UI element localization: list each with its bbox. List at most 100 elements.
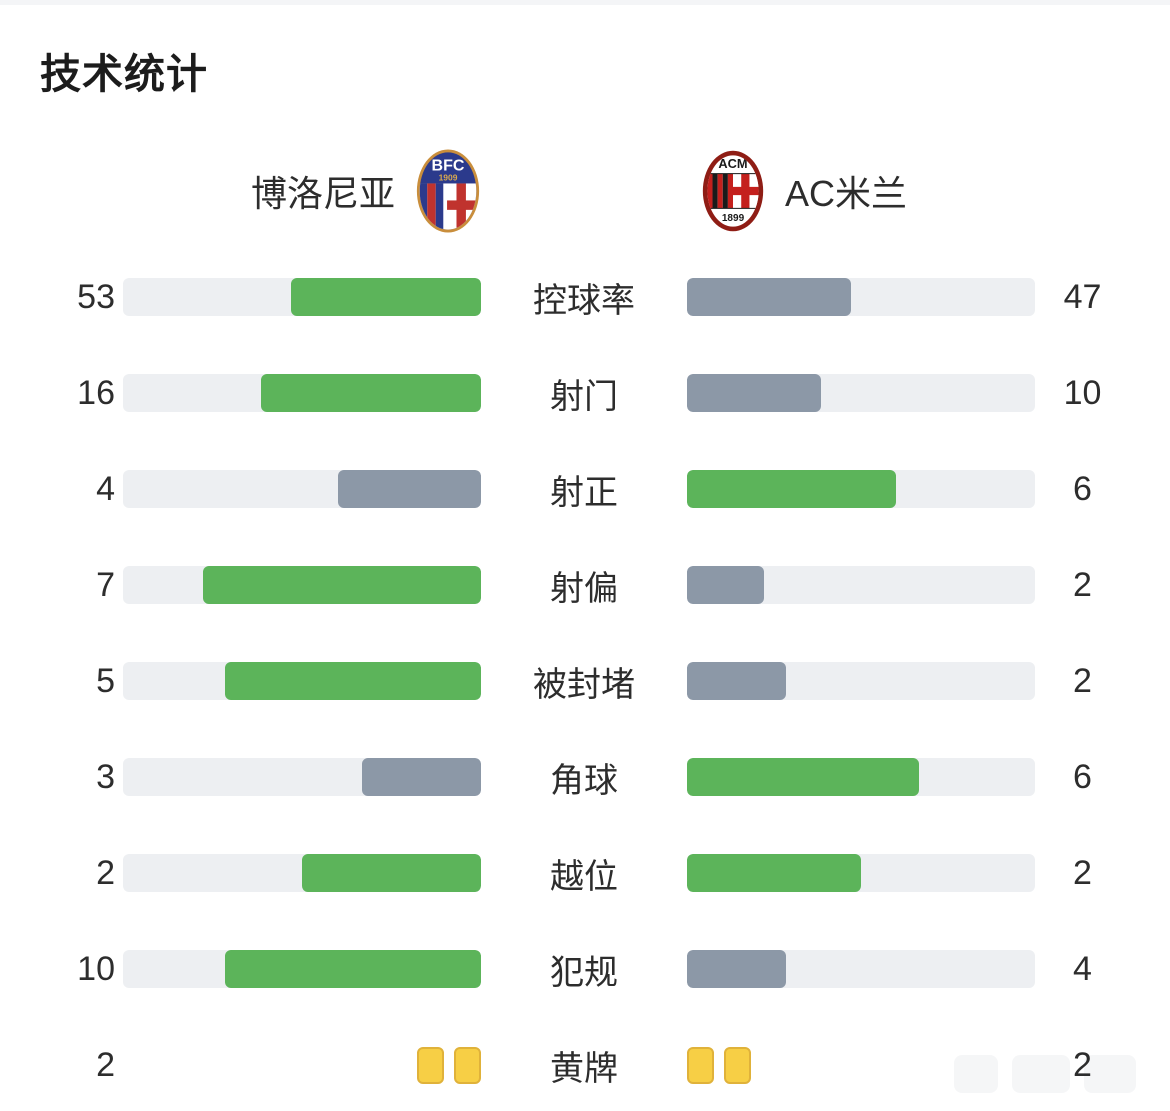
away-team-header: ACM 1899 AC米兰 [687, 148, 1035, 234]
home-stat-bar-track [123, 854, 481, 892]
home-stat-bar-track [123, 566, 481, 604]
away-stat-bar-track [687, 566, 1035, 604]
yellow-card-icon [417, 1046, 444, 1084]
away-stat-value: 4 [1073, 949, 1092, 988]
away-stat-bar-track [687, 950, 1035, 988]
away-stat-bar-fill [687, 278, 851, 316]
away-stat-bar-fill [687, 374, 821, 412]
home-stat-bar-track [123, 758, 481, 796]
away-stat-bar-fill [687, 758, 919, 796]
away-stat-bar-track [687, 662, 1035, 700]
stat-row: 4 射正 6 [40, 441, 1130, 537]
stat-label: 犯规 [550, 953, 618, 992]
stat-label: 被封堵 [533, 665, 635, 704]
home-stat-bar-fill [260, 374, 481, 412]
home-stat-bar-fill [337, 470, 481, 508]
home-stat-bar-cell [123, 566, 481, 604]
home-stat-bar-cell [123, 278, 481, 316]
stat-label: 越位 [550, 857, 618, 896]
away-team-name: AC米兰 [785, 173, 908, 214]
away-stat-bar-track [687, 278, 1035, 316]
stat-row: 53 控球率 47 [40, 249, 1130, 345]
away-stat-bar-fill [687, 854, 861, 892]
watermark-blob [954, 1055, 998, 1093]
home-stat-value: 53 [77, 277, 115, 316]
away-stat-value: 6 [1073, 469, 1092, 508]
home-stat-bar-track [123, 374, 481, 412]
away-stat-bar-cell [687, 1046, 1035, 1084]
stat-label: 射偏 [550, 569, 618, 608]
stat-row: 16 射门 10 [40, 345, 1130, 441]
svg-text:ACM: ACM [718, 156, 747, 171]
home-stat-bar-fill [202, 566, 481, 604]
home-stat-bar-cell [123, 758, 481, 796]
home-stat-bar-track [123, 470, 481, 508]
away-stat-bar-cell [687, 278, 1035, 316]
home-stat-value: 3 [96, 757, 115, 796]
stat-rows: 53 控球率 47 16 射门 10 4 射正 6 7 射偏 2 5 被封堵 2 3 角球 6 2 越位 2 10 犯规 4 2… [0, 249, 1170, 1111]
home-stat-bar-cell [123, 950, 481, 988]
svg-text:BFC: BFC [432, 156, 465, 174]
away-stat-bar-track [687, 470, 1035, 508]
watermark-blob [1084, 1055, 1136, 1093]
home-team-name: 博洛尼亚 [250, 173, 395, 214]
away-stat-bar-track [687, 854, 1035, 892]
ac-milan-crest-icon: ACM 1899 [702, 150, 764, 232]
home-stat-bar-fill [225, 950, 481, 988]
page-title: 技术统计 [40, 51, 208, 97]
home-stat-bar-cell [123, 374, 481, 412]
away-stat-bar-cell [687, 854, 1035, 892]
away-stat-bar-cell [687, 662, 1035, 700]
stat-row: 7 射偏 2 [40, 537, 1130, 633]
team-header-row: 博洛尼亚 BFC 1909 [40, 145, 1130, 237]
home-stat-value: 10 [77, 949, 115, 988]
home-stat-value: 4 [96, 469, 115, 508]
home-stat-bar-cell [123, 1046, 481, 1084]
home-stat-bar-track [123, 278, 481, 316]
away-stat-bar-fill [687, 566, 765, 604]
away-stat-bar-cell [687, 566, 1035, 604]
home-stat-value: 7 [96, 565, 115, 604]
away-stat-bar-cell [687, 470, 1035, 508]
away-stat-value: 10 [1063, 373, 1102, 412]
away-stat-bar-fill [687, 950, 787, 988]
away-stat-value: 2 [1073, 661, 1092, 700]
away-stat-value: 47 [1063, 277, 1102, 316]
stat-label: 黄牌 [550, 1049, 618, 1088]
home-stat-bar-fill [302, 854, 481, 892]
away-stat-bar-cell [687, 374, 1035, 412]
home-stat-value: 5 [96, 661, 115, 700]
home-stat-bar-fill [225, 662, 481, 700]
away-stat-value: 2 [1073, 853, 1092, 892]
home-stat-bar-fill [361, 758, 481, 796]
home-stat-bar-track [123, 950, 481, 988]
away-stat-value: 6 [1073, 757, 1092, 796]
home-stat-bar-track [123, 662, 481, 700]
home-stat-bar-cell [123, 854, 481, 892]
stat-label: 角球 [550, 761, 618, 800]
home-team-header: 博洛尼亚 BFC 1909 [123, 147, 481, 235]
stat-row: 10 犯规 4 [40, 921, 1130, 1017]
away-stat-bar-cell [687, 758, 1035, 796]
yellow-card-icon [454, 1046, 481, 1084]
stat-label: 射门 [550, 377, 618, 416]
top-divider-band [0, 0, 1170, 5]
stat-label: 射正 [550, 473, 618, 512]
home-stat-value: 2 [96, 1045, 115, 1084]
away-stat-bar-track [687, 374, 1035, 412]
away-stat-bar-cell [687, 950, 1035, 988]
svg-text:1899: 1899 [722, 213, 745, 224]
away-stat-value: 2 [1073, 1045, 1092, 1084]
home-yellow-cards [123, 1046, 481, 1084]
yellow-card-icon [687, 1046, 714, 1084]
home-stat-bar-cell [123, 470, 481, 508]
stat-row: 2 越位 2 [40, 825, 1130, 921]
watermark [954, 1051, 1164, 1097]
home-stat-value: 16 [77, 373, 115, 412]
away-stat-value: 2 [1073, 565, 1092, 604]
stat-row: 3 角球 6 [40, 729, 1130, 825]
away-yellow-cards [687, 1046, 1035, 1084]
home-stat-bar-fill [291, 278, 481, 316]
watermark-blob [1012, 1055, 1070, 1093]
